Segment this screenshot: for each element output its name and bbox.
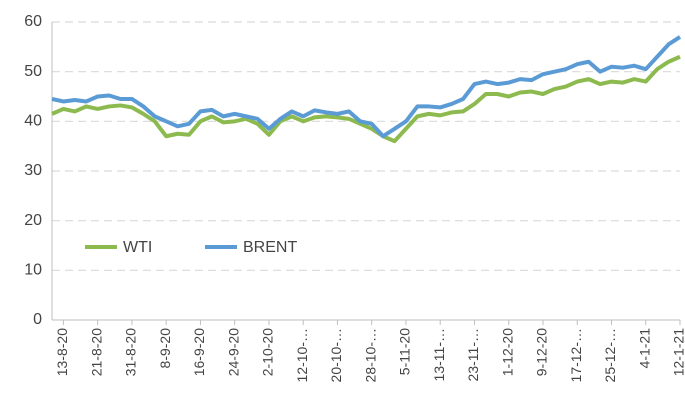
series-line (51, 54, 681, 144)
legend-label: WTI (123, 239, 152, 256)
x-tick-label: 12-1-21 (671, 328, 685, 376)
x-tick-label: 9-12-20 (534, 328, 550, 376)
legend-label: BRENT (243, 239, 297, 256)
x-tick-label: 17-12-… (568, 328, 584, 382)
x-tick-label: 4-1-21 (636, 328, 652, 369)
x-tick-label: 24-9-20 (225, 328, 241, 376)
x-tick-label: 25-12-… (602, 328, 618, 382)
x-tick-label: 5-11-20 (397, 328, 413, 375)
x-tick-label: 21-8-20 (88, 328, 104, 376)
y-tick-label: 10 (24, 262, 42, 279)
y-tick-label: 30 (24, 162, 42, 179)
x-tick-label: 1-12-20 (499, 328, 515, 376)
y-tick-label: 60 (24, 13, 42, 30)
x-tick-label: 12-10-… (294, 328, 310, 382)
series-line (51, 35, 682, 139)
x-tick-label: 23-11-… (465, 328, 481, 381)
x-tick-label: 16-9-20 (191, 328, 207, 376)
y-tick-label: 20 (24, 212, 42, 229)
y-tick-label: 0 (33, 311, 42, 328)
x-tick-label: 13-11-… (431, 328, 447, 381)
y-tick-label: 40 (24, 113, 42, 130)
x-tick-label: 8-9-20 (157, 328, 173, 369)
x-tick-label: 28-10-… (362, 328, 378, 382)
x-tick-label: 31-8-20 (123, 328, 139, 376)
x-tick-label: 13-8-20 (54, 328, 70, 376)
y-tick-label: 50 (24, 63, 42, 80)
x-tick-label: 2-10-20 (260, 328, 276, 376)
x-tick-label: 20-10-… (328, 328, 344, 382)
